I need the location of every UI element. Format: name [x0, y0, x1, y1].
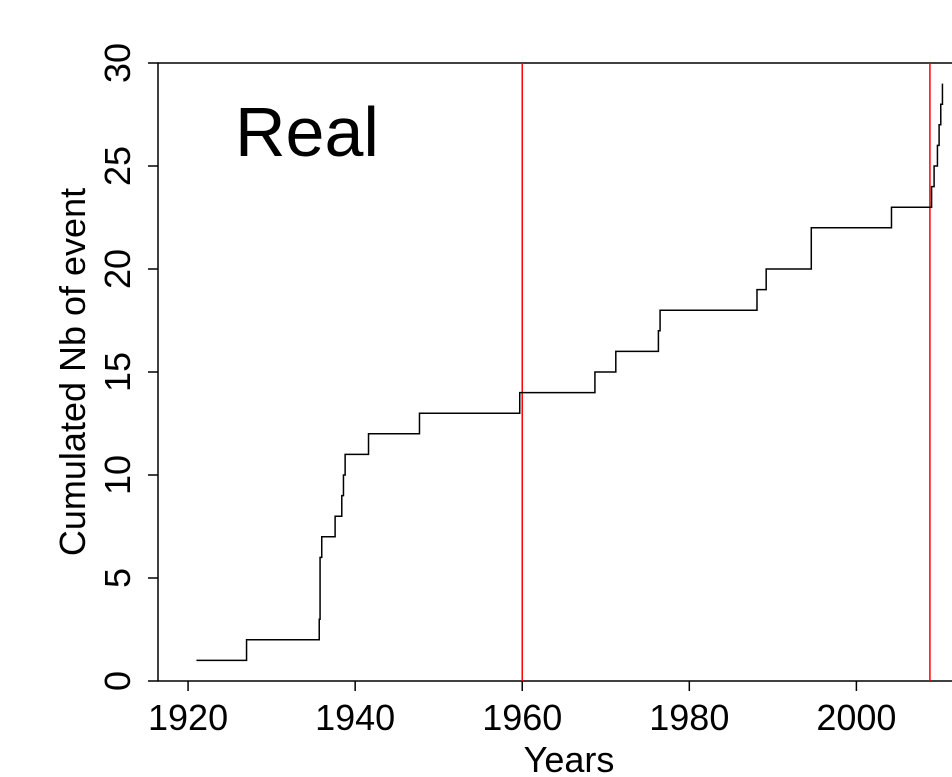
x-axis-label: Years: [524, 739, 615, 777]
y-tick-label: 20: [97, 249, 138, 289]
step-line: [196, 83, 944, 662]
x-tick-label: 1960: [482, 697, 562, 738]
x-tick-label: 2000: [816, 697, 896, 738]
y-tick-label: 10: [97, 455, 138, 495]
y-tick-label: 25: [97, 146, 138, 186]
y-tick-label: 0: [97, 671, 138, 691]
y-tick-label: 15: [97, 352, 138, 392]
x-tick-label: 1980: [649, 697, 729, 738]
x-tick-label: 1920: [148, 697, 228, 738]
y-tick-label: 30: [97, 43, 138, 83]
y-axis-label: Cumulated Nb of event: [52, 188, 93, 556]
y-tick-label: 5: [97, 568, 138, 588]
annotation: Real: [235, 93, 379, 171]
x-tick-label: 1940: [315, 697, 395, 738]
